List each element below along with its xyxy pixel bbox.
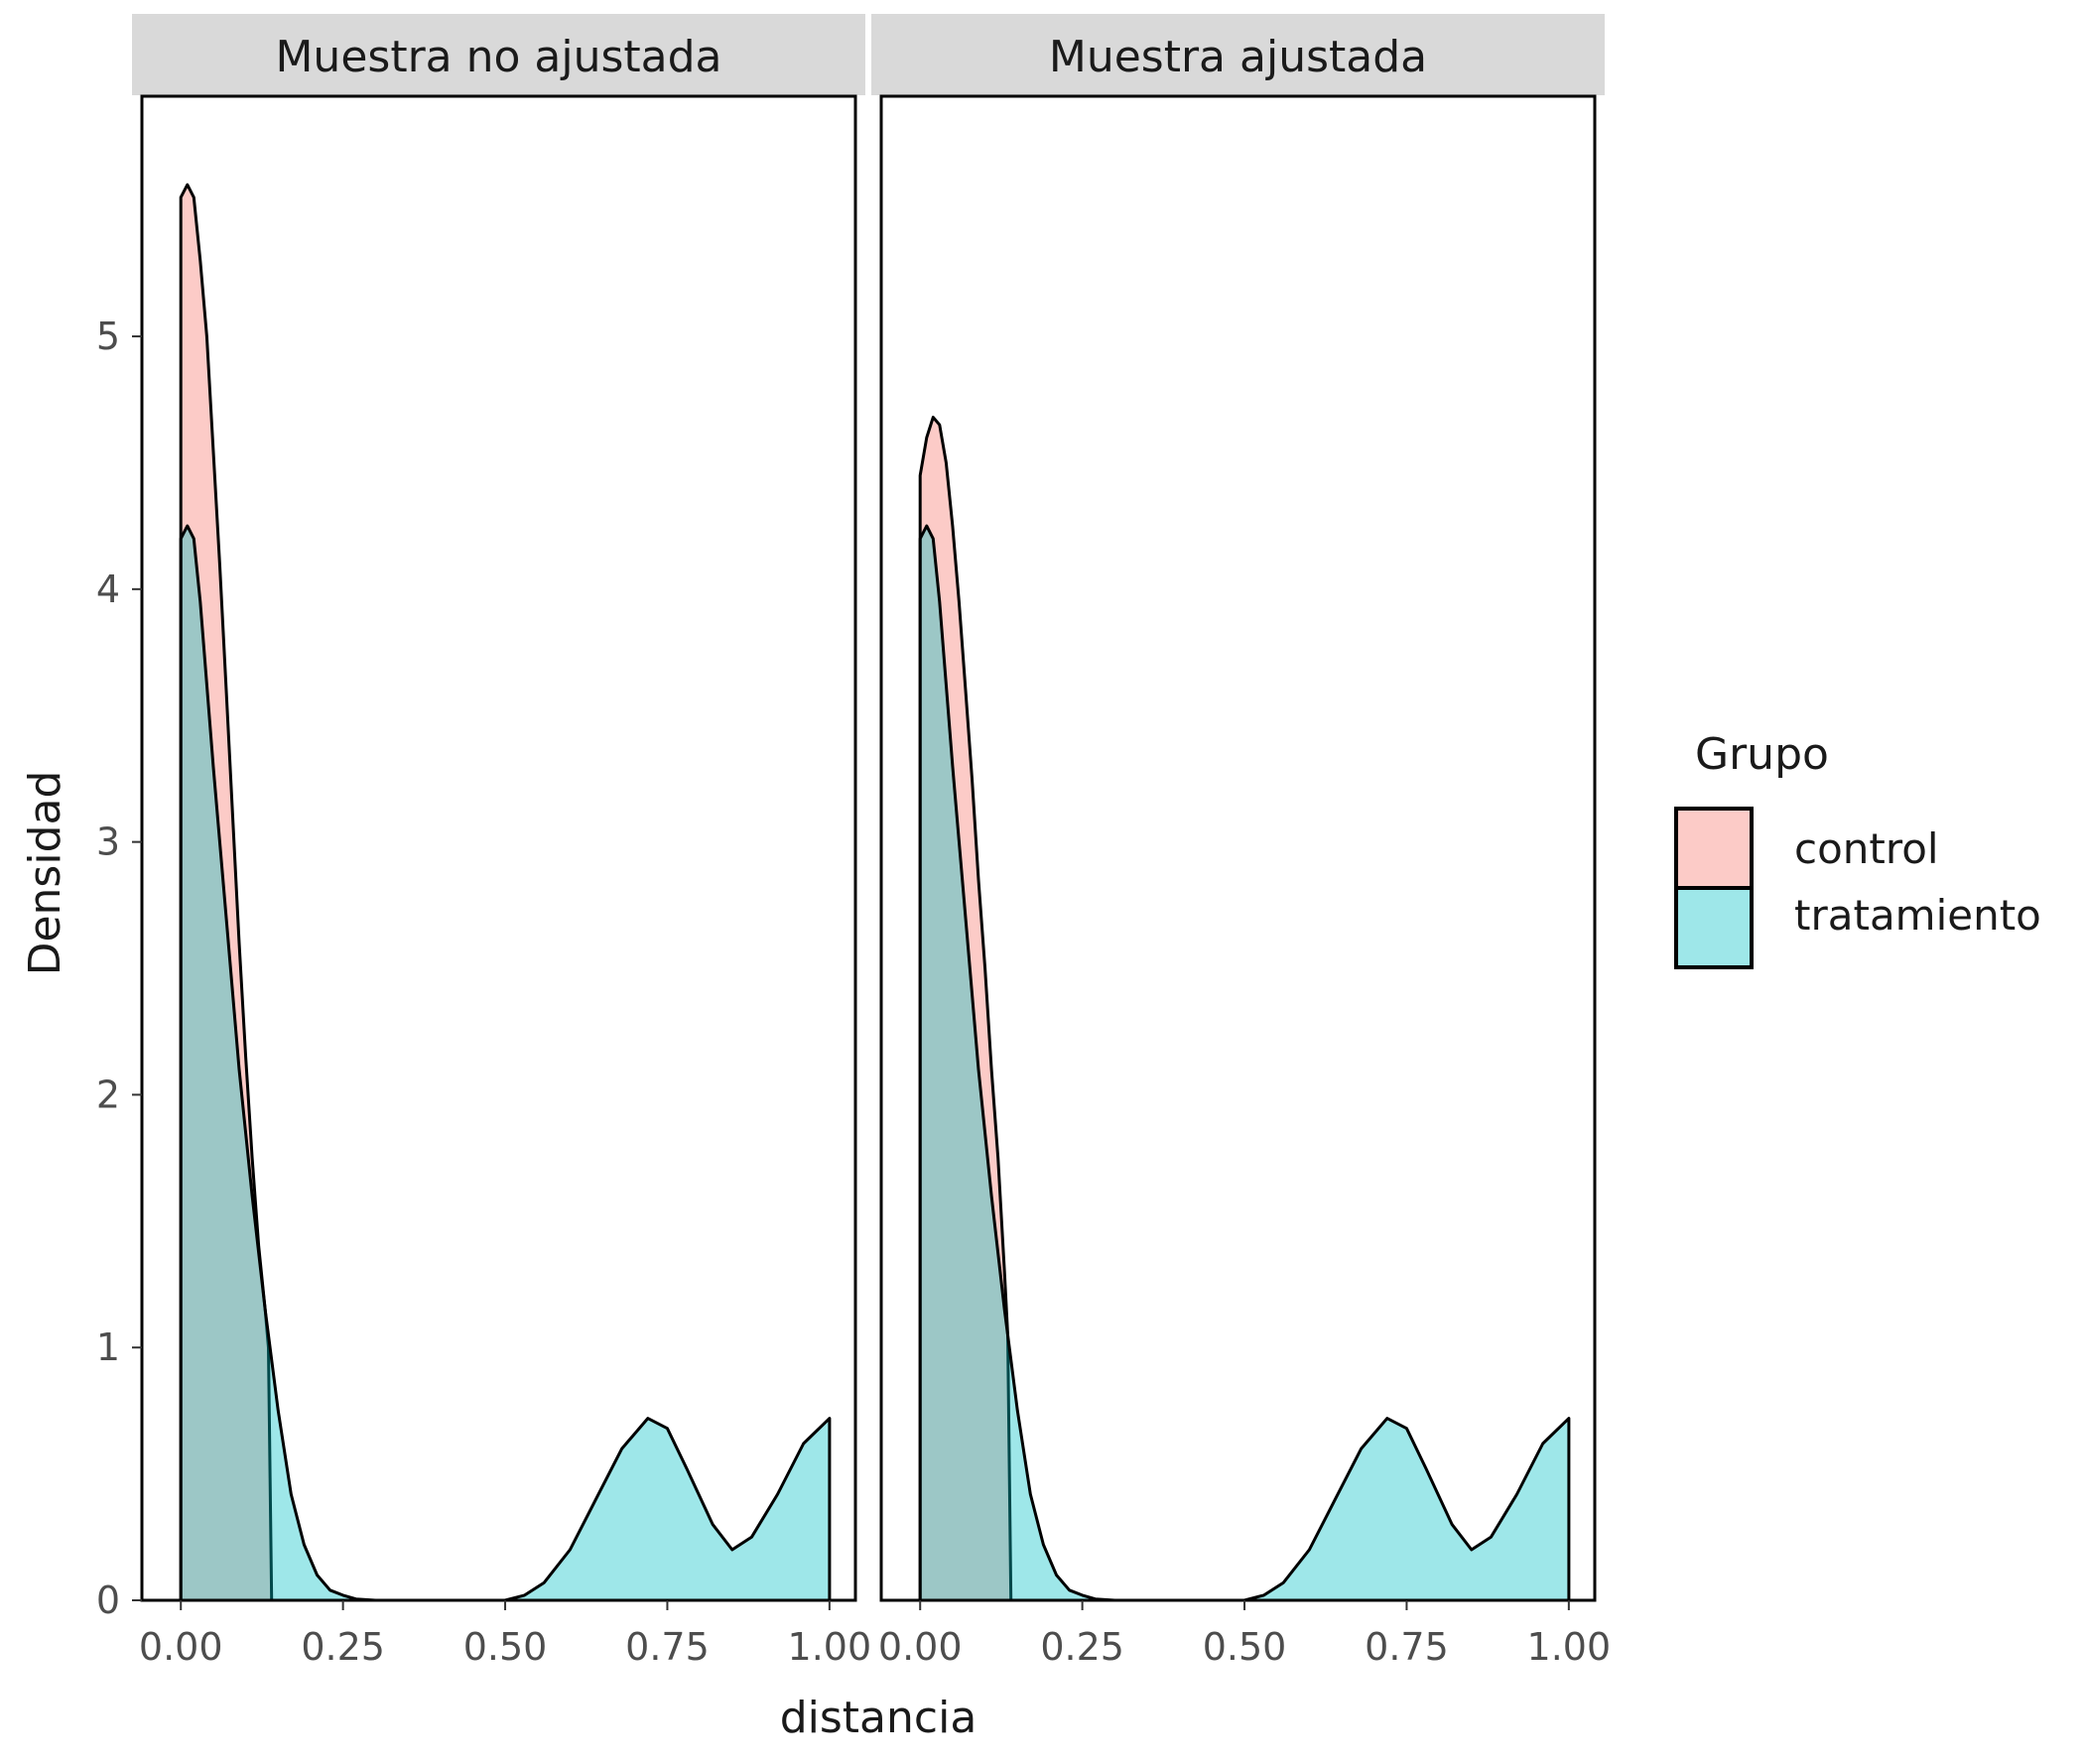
facet-panel-unadjusted: Muestra no ajustada 0.00 0.25 0.50 0.75 1.00 [132, 14, 871, 1669]
x-tick-label: 0.50 [463, 1625, 548, 1669]
density-area-control [918, 416, 1013, 1602]
legend-key-control [1674, 807, 1754, 890]
x-tick-label: 1.00 [1527, 1625, 1612, 1669]
y-axis-title: Densidad [20, 771, 70, 976]
x-tick-label: 0.75 [625, 1625, 710, 1669]
legend-label-tratamiento: tratamiento [1794, 891, 2041, 940]
density-area-tratamiento [918, 524, 1571, 1602]
x-tick-label: 0.50 [1203, 1625, 1287, 1669]
x-tick-label: 1.00 [788, 1625, 872, 1669]
y-tick-label: 3 [96, 820, 120, 864]
legend-key-tratamiento [1674, 886, 1754, 969]
y-tick-label: 4 [96, 567, 120, 611]
facet-panel-adjusted: Muestra ajustada 0.00 0.25 0.50 0.75 1.00 [871, 14, 1611, 1669]
legend-label-control: control [1794, 824, 1939, 873]
series-group [918, 416, 1571, 1602]
series-group [179, 183, 832, 1602]
y-tick-label: 5 [96, 315, 120, 358]
y-tick-label: 2 [96, 1072, 120, 1116]
facet-strip [132, 14, 865, 95]
density-area-tratamiento [179, 524, 832, 1602]
x-tick-label: 0.25 [1040, 1625, 1124, 1669]
y-axis: 0 1 2 3 4 5 [96, 315, 142, 1622]
x-tick-label: 0.00 [878, 1625, 963, 1669]
facet-strip [871, 14, 1605, 95]
x-tick-label: 0.75 [1365, 1625, 1449, 1669]
x-tick-label: 0.25 [301, 1625, 385, 1669]
x-axis: 0.00 0.25 0.50 0.75 1.00 [139, 1600, 871, 1669]
panel-border [140, 94, 857, 1602]
x-axis-title: distancia [780, 1693, 977, 1743]
y-tick-label: 1 [96, 1325, 120, 1369]
legend: Grupo control tratamiento [1674, 729, 2041, 969]
facet-title: Muestra no ajustada [275, 32, 721, 82]
panel-border [879, 94, 1597, 1602]
legend-title: Grupo [1695, 729, 1829, 780]
y-tick-label: 0 [96, 1578, 120, 1622]
facet-title: Muestra ajustada [1049, 32, 1427, 82]
x-axis: 0.00 0.25 0.50 0.75 1.00 [878, 1600, 1611, 1669]
x-tick-label: 0.00 [139, 1625, 223, 1669]
